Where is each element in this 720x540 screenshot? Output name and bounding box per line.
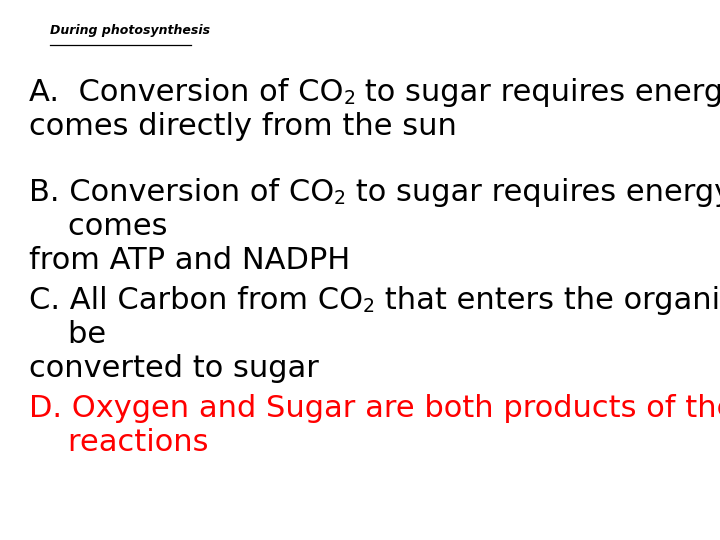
Text: 2: 2 — [334, 189, 346, 208]
Text: comes: comes — [29, 212, 167, 241]
Text: that enters the organism will: that enters the organism will — [375, 286, 720, 315]
Text: During photosynthesis: During photosynthesis — [50, 24, 210, 37]
Text: reactions: reactions — [29, 428, 208, 457]
Text: 2: 2 — [343, 89, 355, 108]
Text: A.  Conversion of CO: A. Conversion of CO — [29, 78, 343, 107]
Text: D. Oxygen and Sugar are both products of the light: D. Oxygen and Sugar are both products of… — [29, 394, 720, 423]
Text: to sugar requires energy which: to sugar requires energy which — [346, 178, 720, 207]
Text: from ATP and NADPH: from ATP and NADPH — [29, 246, 350, 275]
Text: be: be — [29, 320, 106, 349]
Text: to sugar requires energy which: to sugar requires energy which — [355, 78, 720, 107]
Text: comes directly from the sun: comes directly from the sun — [29, 112, 456, 141]
Text: converted to sugar: converted to sugar — [29, 354, 319, 383]
Text: C. All Carbon from CO: C. All Carbon from CO — [29, 286, 363, 315]
Text: 2: 2 — [363, 297, 375, 316]
Text: B. Conversion of CO: B. Conversion of CO — [29, 178, 334, 207]
